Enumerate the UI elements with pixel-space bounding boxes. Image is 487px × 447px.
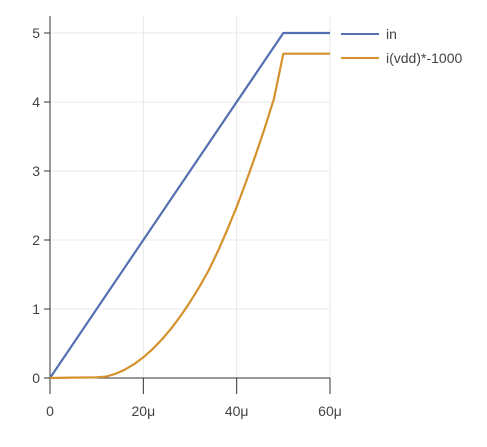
y-tick-label: 3: [32, 163, 40, 179]
x-tick-label: 0: [46, 403, 54, 419]
grid: [50, 16, 331, 378]
x-tick-label: 40μ: [225, 403, 249, 419]
axes: [44, 16, 330, 394]
y-tick-label: 5: [32, 25, 40, 41]
legend: in i(vdd)*-1000: [341, 26, 462, 66]
x-tick-label: 20μ: [132, 403, 156, 419]
y-tick-label: 2: [32, 232, 40, 248]
x-tick-label: 60μ: [318, 403, 342, 419]
series-line-1: [49, 52, 330, 380]
y-tick-label: 0: [32, 370, 40, 386]
legend-label-ivdd: i(vdd)*-1000: [386, 50, 462, 66]
legend-label-in: in: [386, 26, 397, 42]
x-ticks: 0 20μ 40μ 60μ: [46, 378, 342, 419]
series-line-0: [49, 31, 330, 379]
y-ticks: 0 1 2 3 4 5: [32, 25, 50, 386]
series: [49, 31, 330, 380]
y-tick-label: 1: [32, 301, 40, 317]
y-tick-label: 4: [32, 94, 40, 110]
